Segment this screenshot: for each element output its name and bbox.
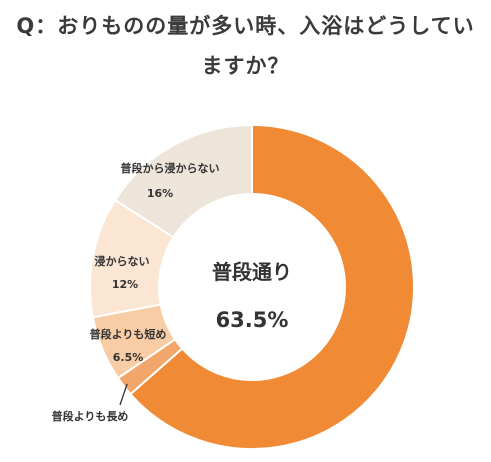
slice-value-3: 6.5% — [113, 351, 144, 364]
slice-label-4: 浸からない — [95, 254, 150, 268]
slice-5 — [113, 123, 253, 239]
slice-label-2: 普段よりも長め — [52, 409, 129, 423]
center-label: 普段通り — [212, 260, 292, 284]
donut-labels: 普段通り 63.5% 普段から浸からない 16% 浸からない 12% 普段よりも短め 6.5%… — [52, 161, 292, 423]
chart-title: Q：おりものの量が多い時、入浴はどうしていますか？ — [16, 14, 475, 78]
leader-line — [119, 383, 128, 406]
center-value: 63.5% — [216, 308, 289, 332]
slice-value-4: 12% — [112, 278, 138, 291]
slice-value-5: 16% — [147, 187, 173, 200]
slice-1 — [129, 123, 415, 450]
donut-slices — [89, 123, 415, 450]
slice-label-3: 普段よりも短め — [90, 327, 167, 341]
slice-label-5: 普段から浸からない — [121, 161, 220, 175]
